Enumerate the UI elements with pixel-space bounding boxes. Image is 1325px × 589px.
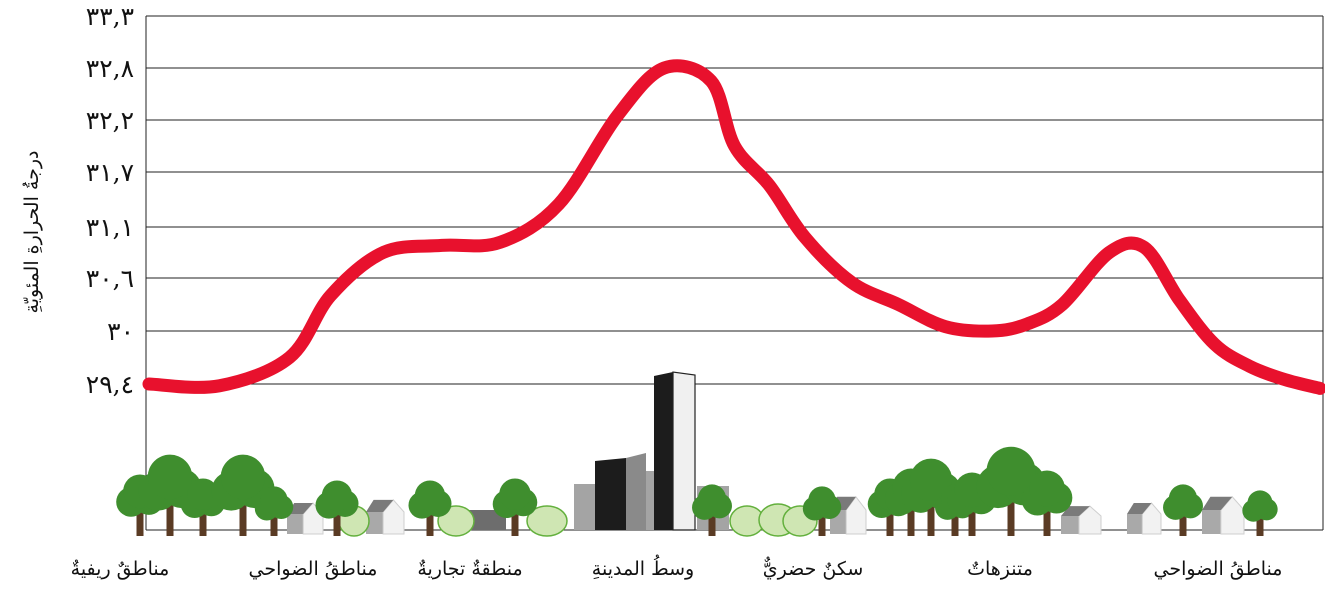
building-icon bbox=[646, 471, 656, 530]
bush-icon bbox=[526, 505, 568, 537]
house-icon bbox=[287, 502, 324, 535]
y-tick-label: ٣٢,٨ bbox=[86, 54, 134, 83]
tree-icon bbox=[802, 486, 842, 536]
y-axis-label: درجةُ الحرارةِ المئويّةِ bbox=[21, 151, 43, 314]
tree-icon bbox=[138, 454, 202, 536]
building-icon bbox=[466, 510, 506, 530]
tree-icon bbox=[408, 480, 452, 536]
house-icon bbox=[1061, 505, 1102, 535]
tree-icon bbox=[492, 478, 538, 536]
house-icon bbox=[366, 499, 405, 535]
building-icon bbox=[595, 458, 626, 530]
category-label: مناطقٌ ريفيةٌ bbox=[71, 558, 170, 580]
house-icon bbox=[1127, 502, 1162, 535]
category-label: مناطقُ الضواحي bbox=[1154, 558, 1283, 580]
category-label: منطقةٌ تجاريةٌ bbox=[417, 558, 522, 580]
y-tick-label: ٣٠ bbox=[107, 317, 134, 346]
tree-icon bbox=[211, 454, 275, 536]
building-icon bbox=[654, 372, 673, 530]
y-tick-label: ٢٩,٤ bbox=[86, 370, 134, 399]
y-tick-label: ٣٣,٣ bbox=[86, 2, 134, 31]
building-icon bbox=[626, 453, 646, 530]
category-label: سكنٌ حضريٌّ bbox=[763, 557, 864, 580]
tree-icon bbox=[1242, 490, 1278, 536]
tree-icon bbox=[1163, 484, 1203, 536]
gridlines bbox=[145, 15, 1324, 531]
y-tick-label: ٣١,١ bbox=[86, 213, 134, 242]
building-icon bbox=[574, 484, 598, 530]
y-tick-label: ٣٠,٦ bbox=[86, 264, 134, 293]
house-icon bbox=[1202, 496, 1245, 535]
category-label: وسطُ المدينةِ bbox=[592, 555, 694, 580]
tree-icon bbox=[692, 484, 732, 536]
y-tick-label: ٣١,٧ bbox=[86, 158, 134, 187]
tree-icon bbox=[1021, 470, 1073, 536]
category-label: مناطقُ الضواحي bbox=[249, 558, 378, 580]
category-labels: مناطقٌ ريفيةٌ مناطقُ الضواحي منطقةٌ تجارية… bbox=[71, 555, 1283, 580]
series-line bbox=[142, 59, 1325, 395]
tree-icon bbox=[976, 446, 1046, 536]
tree-icon bbox=[315, 480, 359, 536]
building-icon bbox=[672, 371, 696, 531]
y-tick-labels: ٢٩,٤ ٣٠ ٣٠,٦ ٣١,١ ٣١,٧ ٣٢,٢ ٣٢,٨ ٣٣,٣ bbox=[86, 2, 134, 399]
category-label: متنزهاتٌ bbox=[967, 558, 1033, 580]
scenery-illustration bbox=[116, 371, 1278, 537]
tree-icon bbox=[254, 486, 294, 536]
y-tick-label: ٣٢,٢ bbox=[86, 106, 134, 135]
